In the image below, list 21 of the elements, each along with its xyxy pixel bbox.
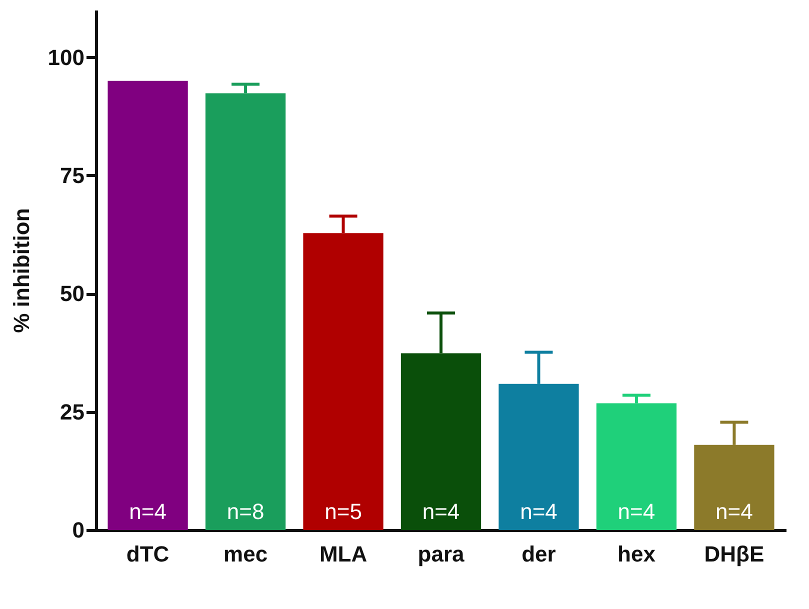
annotation: n=5 (324, 499, 362, 524)
y-tick-label: 75 (60, 162, 84, 188)
y-tick-label: 100 (48, 44, 84, 70)
x-tick-label: dTC (126, 542, 170, 566)
annotation: n=4 (716, 499, 753, 524)
y-tick-label: 50 (60, 281, 84, 306)
annotation: n=4 (129, 499, 166, 524)
x-tick-label: para (418, 542, 465, 566)
y-axis-title: % inhibition (8, 208, 34, 333)
x-tick-label: mec (224, 542, 268, 566)
annotation: n=4 (422, 499, 460, 524)
annotation: n=4 (520, 499, 558, 524)
x-tick-label: der (522, 542, 556, 566)
y-tick-label: 25 (60, 399, 84, 424)
y-tick-label: 0 (72, 518, 84, 542)
annotation: n=8 (226, 499, 264, 524)
bar (108, 80, 188, 530)
annotation: n=4 (618, 499, 656, 524)
x-tick-label: hex (618, 542, 656, 566)
x-tick-label: MLA (319, 542, 368, 566)
x-tick-label: DHβE (704, 542, 764, 566)
